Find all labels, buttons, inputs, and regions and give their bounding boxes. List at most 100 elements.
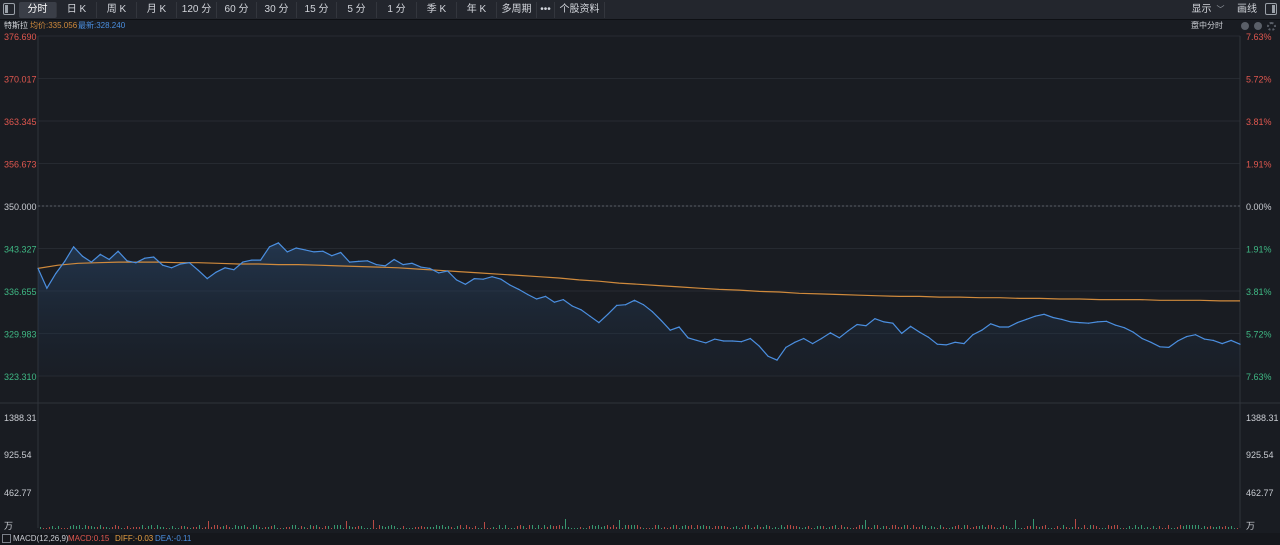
volume-bar [601,527,602,529]
volume-bar [589,526,590,529]
price-point-82 [767,355,769,357]
volume-bar [610,527,611,529]
sidebar-right-icon[interactable] [1265,3,1277,15]
volume-bar [196,527,197,529]
volume-bar [619,520,620,529]
collapse-icon[interactable] [2,534,11,543]
price-point-6 [90,261,92,263]
volume-bar [334,525,335,529]
volume-bar [178,528,179,529]
volume-bar [628,525,629,529]
price-point-75 [705,342,707,344]
price-point-1 [46,287,48,289]
volume-bar [454,528,455,529]
volume-bar [475,526,476,529]
zoom-out-icon[interactable] [1254,22,1262,30]
volume-bar [466,525,467,529]
volume-bar [919,527,920,529]
display-menu-button[interactable]: 显示 ﹀ [1186,2,1230,18]
period-tab-2[interactable]: 周 K [97,2,137,18]
zoom-in-icon[interactable] [1241,22,1249,30]
volume-bar [400,528,401,529]
y-tick-right: 3.81% [1246,117,1272,127]
volume-bar [259,527,260,529]
price-point-44 [429,267,431,269]
volume-bar [40,527,41,529]
volume-bar [367,528,368,529]
volume-bar [412,528,413,529]
period-tab-14[interactable]: 个股资料 [555,2,605,18]
volume-bar [748,525,749,529]
price-point-31 [313,251,315,253]
period-tab-11[interactable]: 年 K [457,2,497,18]
volume-bar [604,526,605,529]
volume-bar [427,527,428,529]
volume-bar [595,526,596,529]
volume-bar [550,525,551,529]
period-tab-1[interactable]: 日 K [57,2,97,18]
volume-bar [391,525,392,529]
volume-bar [142,525,143,529]
draw-line-button[interactable]: 画线 [1237,4,1257,15]
volume-bar [265,527,266,529]
volume-tick-left: 462.77 [4,488,32,498]
volume-bar [1132,528,1133,529]
volume-bar [1084,525,1085,529]
volume-bar [946,528,947,529]
period-tab-5[interactable]: 60 分 [217,2,257,18]
volume-tick-left: 925.54 [4,450,32,460]
volume-bar [217,525,218,529]
period-tab-9[interactable]: 1 分 [377,2,417,18]
period-tab-13[interactable]: ••• [537,2,555,18]
price-point-63 [598,322,600,324]
price-point-27 [277,242,279,244]
volume-bar [523,526,524,529]
price-point-29 [295,247,297,249]
sidebar-left-icon[interactable] [3,3,15,15]
volume-bar [532,525,533,529]
volume-bar [685,525,686,529]
price-point-51 [491,276,493,278]
price-point-89 [829,332,832,334]
volume-bar [712,528,713,529]
volume-bar [1231,526,1232,529]
volume-bar [52,526,53,529]
volume-bar [811,528,812,529]
y-tick-left: 363.345 [4,117,37,127]
volume-bar [718,526,719,529]
period-tab-10[interactable]: 季 K [417,2,457,18]
price-point-22 [233,269,235,271]
volume-bar [256,525,257,529]
volume-tick-right: 万 [1246,521,1255,531]
period-tab-4[interactable]: 120 分 [177,2,217,18]
period-tab-3[interactable]: 月 K [137,2,177,18]
y-axis-right: 7.63% 5.72% 3.81% 1.91% 0.00% 1.91% 3.81% 5.72%… [1246,32,1272,382]
price-point-7 [99,253,101,255]
volume-bar [370,528,371,529]
volume-bar [1069,528,1070,529]
volume-bar [244,525,245,529]
price-point-68 [642,304,645,306]
volume-bar [1006,526,1007,529]
price-point-107 [990,323,992,325]
price-point-41 [402,264,404,266]
volume-bar [838,528,839,529]
volume-bar [289,527,290,529]
settings-gear-icon[interactable] [1267,22,1276,31]
period-tab-7[interactable]: 15 分 [297,2,337,18]
volume-bar [409,528,410,529]
volume-bar [85,525,86,529]
period-tab-8[interactable]: 5 分 [337,2,377,18]
volume-bar [109,528,110,529]
period-tab-12[interactable]: 多周期 [497,2,537,18]
price-point-14 [162,264,164,266]
volume-bar [904,525,905,529]
period-tab-6[interactable]: 30 分 [257,2,297,18]
volume-bar [124,528,125,529]
volume-bar [328,526,329,529]
volume-bar [952,527,953,529]
volume-bar [1174,528,1175,529]
volume-bar [1048,528,1049,529]
period-tab-0[interactable]: 分时 [19,2,57,18]
volume-bar [193,527,194,529]
